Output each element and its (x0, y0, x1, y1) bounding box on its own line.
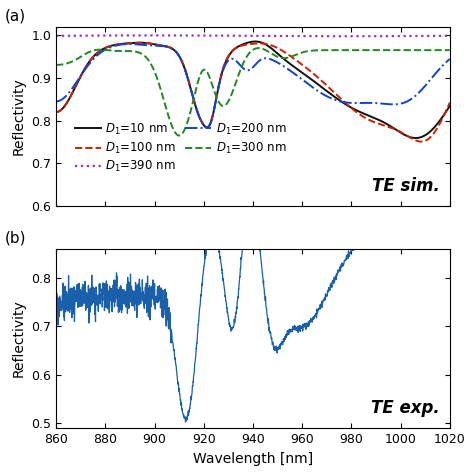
Text: TE exp.: TE exp. (371, 400, 440, 418)
Text: (b): (b) (5, 230, 27, 246)
Y-axis label: Reflectivity: Reflectivity (12, 77, 26, 155)
Text: TE sim.: TE sim. (372, 177, 440, 195)
Text: (a): (a) (5, 8, 26, 23)
X-axis label: Wavelength [nm]: Wavelength [nm] (193, 452, 313, 465)
Y-axis label: Reflectivity: Reflectivity (12, 300, 26, 377)
Legend: $D_1$=390 nm: $D_1$=390 nm (70, 154, 181, 179)
